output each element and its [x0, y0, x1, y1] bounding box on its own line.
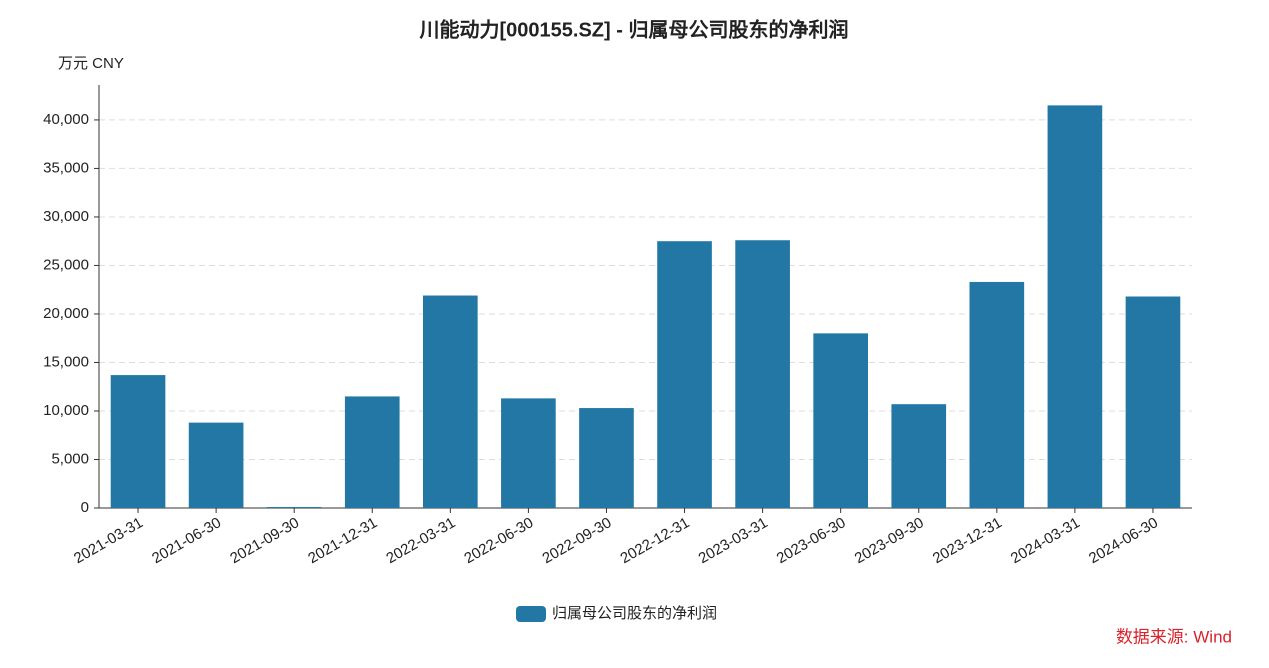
x-tick-label: 2021-12-31 [305, 514, 380, 567]
y-tick-label: 20,000 [43, 305, 89, 322]
bar [657, 241, 712, 509]
y-tick-label: 0 [81, 499, 89, 516]
x-tick-label: 2023-09-30 [852, 514, 927, 567]
y-tick-label: 40,000 [43, 111, 89, 128]
bar [579, 408, 634, 508]
source: 数据来源: Wind [1116, 627, 1232, 646]
y-tick-label: 5,000 [51, 450, 89, 467]
chart-title: 川能动力[000155.SZ] - 归属母公司股东的净利润 [419, 17, 849, 41]
x-tick-label: 2024-03-31 [1008, 514, 1083, 567]
y-tick-label: 15,000 [43, 353, 89, 370]
x-tick-label: 2024-06-30 [1086, 514, 1161, 567]
x-tick-label: 2022-06-30 [461, 514, 536, 567]
y-tick-label: 10,000 [43, 402, 89, 419]
bar [813, 333, 869, 508]
y-tick-label: 25,000 [43, 256, 89, 273]
bar [1047, 105, 1103, 509]
bar [1125, 296, 1181, 508]
x-tick-label: 2021-06-30 [149, 514, 224, 567]
x-tick-label: 2023-06-30 [774, 514, 849, 567]
bar [422, 295, 478, 508]
x-tick-label: 2022-09-30 [539, 514, 614, 567]
x-tick-label: 2023-12-31 [930, 514, 1005, 567]
bar [188, 422, 244, 508]
bar [110, 375, 166, 508]
x-tick-label: 2021-09-30 [227, 514, 302, 567]
x-tick-label: 2022-03-31 [383, 514, 458, 567]
x-tick-label: 2023-03-31 [696, 514, 771, 567]
y-unit: 万元 CNY [58, 55, 124, 72]
legend-label: 归属母公司股东的净利润 [552, 605, 717, 622]
bar [501, 398, 556, 508]
legend-swatch [516, 606, 546, 622]
bar [344, 396, 400, 508]
bar [735, 240, 790, 508]
y-tick-label: 35,000 [43, 159, 89, 176]
x-tick-label: 2021-03-31 [71, 514, 146, 567]
y-tick-label: 30,000 [43, 208, 89, 225]
bar [266, 507, 322, 508]
bar [891, 404, 947, 508]
x-tick-label: 2022-12-31 [618, 514, 693, 567]
bar [969, 281, 1025, 508]
